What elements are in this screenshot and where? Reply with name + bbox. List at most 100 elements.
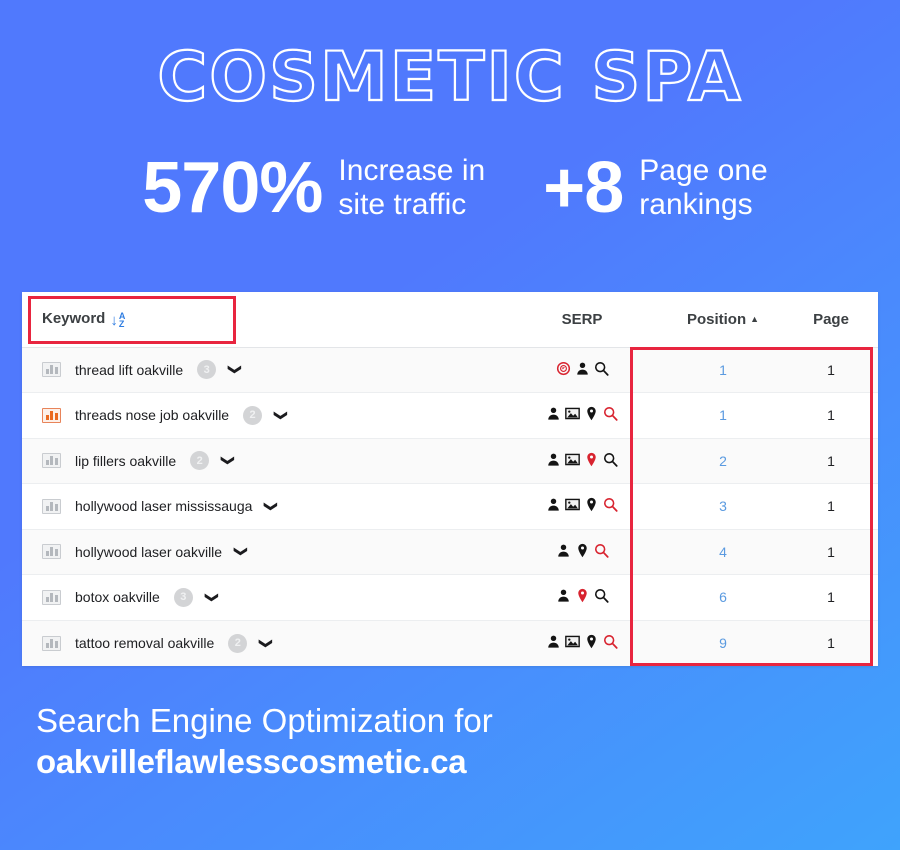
caret-up-icon: ▲	[750, 313, 760, 324]
column-header-page[interactable]: Page	[784, 292, 878, 348]
sort-arrow-down-glyph: ↓	[110, 312, 118, 330]
position-cell[interactable]: 3	[662, 483, 784, 530]
serp-features-cell	[502, 438, 662, 484]
position-cell[interactable]: 4	[662, 529, 784, 575]
chart-icon[interactable]	[42, 407, 61, 423]
serp-features-cell	[502, 620, 662, 666]
keyword-cell-content: tattoo removal oakville 2 ❯	[42, 633, 502, 653]
stat-traffic: 570% Increase in site traffic	[142, 152, 485, 224]
compass-icon[interactable]	[556, 361, 571, 376]
column-header-page-label: Page	[813, 310, 849, 328]
position-cell[interactable]: 6	[662, 574, 784, 621]
keyword-text[interactable]: hollywood laser mississauga	[75, 498, 253, 515]
page-cell: 1	[784, 529, 878, 575]
search-icon[interactable]	[594, 588, 609, 604]
person-icon[interactable]	[546, 406, 561, 421]
table-row[interactable]: hollywood laser oakville ❯ 4 1	[22, 529, 878, 575]
person-icon[interactable]	[546, 452, 561, 467]
person-icon[interactable]	[556, 543, 571, 558]
position-cell[interactable]: 2	[662, 438, 784, 484]
column-header-position[interactable]: Position ▲	[662, 292, 784, 348]
keyword-text[interactable]: thread lift oakville	[75, 361, 184, 378]
table-row[interactable]: hollywood laser mississauga ❯ 3 1	[22, 483, 878, 530]
table-body: thread lift oakville 3 ❯ 1 1 threads nose job…	[22, 347, 878, 666]
table-row[interactable]: thread lift oakville 3 ❯ 1 1	[22, 347, 878, 393]
chart-icon[interactable]	[42, 498, 61, 514]
chart-icon[interactable]	[42, 544, 61, 560]
table-row[interactable]: botox oakville 3 ❯ 6 1	[22, 574, 878, 621]
chevron-down-icon[interactable]: ❯	[204, 591, 220, 603]
keyword-cell: tattoo removal oakville 2 ❯	[22, 620, 502, 666]
search-icon[interactable]	[594, 543, 609, 558]
page-cell: 1	[784, 438, 878, 484]
keyword-cell-content: thread lift oakville 3 ❯	[42, 360, 502, 380]
chart-icon[interactable]	[42, 589, 61, 605]
table-row[interactable]: tattoo removal oakville 2 ❯ 9 1	[22, 620, 878, 666]
map-pin-icon[interactable]	[584, 634, 599, 649]
column-header-keyword[interactable]: Keyword ↓ A Z	[22, 292, 502, 348]
serp-icon-group	[556, 361, 609, 376]
search-icon[interactable]	[603, 452, 618, 467]
position-cell[interactable]: 1	[662, 392, 784, 439]
chevron-down-icon[interactable]: ❯	[221, 455, 237, 467]
table-header: Keyword ↓ A Z SERP Position ▲ Page	[22, 292, 878, 348]
map-pin-icon[interactable]	[584, 452, 599, 467]
table-row[interactable]: threads nose job oakville 2 ❯ 1 1	[22, 392, 878, 439]
search-icon[interactable]	[603, 406, 618, 422]
column-header-serp[interactable]: SERP	[502, 292, 662, 348]
page-cell: 1	[784, 347, 878, 393]
chevron-down-icon[interactable]: ❯	[259, 637, 275, 649]
keyword-text[interactable]: lip fillers oakville	[75, 452, 177, 469]
keyword-rankings-table-card: Keyword ↓ A Z SERP Position ▲ Page thread li…	[22, 292, 878, 666]
keyword-text[interactable]: threads nose job oakville	[75, 407, 230, 424]
stat-traffic-number: 570%	[142, 148, 323, 228]
image-icon[interactable]	[565, 634, 580, 649]
keyword-rankings-table: Keyword ↓ A Z SERP Position ▲ Page thread li…	[22, 292, 878, 666]
search-icon[interactable]	[603, 497, 618, 513]
person-icon[interactable]	[546, 497, 561, 512]
page-cell: 1	[784, 392, 878, 439]
keyword-cell-content: threads nose job oakville 2 ❯	[42, 405, 502, 425]
keyword-text[interactable]: hollywood laser oakville	[75, 543, 223, 560]
column-header-position-label: Position	[686, 310, 747, 328]
keyword-text[interactable]: botox oakville	[75, 589, 160, 606]
keyword-cell-content: hollywood laser oakville ❯	[42, 544, 502, 560]
map-pin-icon[interactable]	[575, 588, 590, 603]
chevron-down-icon[interactable]: ❯	[234, 546, 250, 558]
page-title: COSMETIC SPA	[156, 38, 743, 117]
map-pin-icon[interactable]	[584, 497, 599, 512]
keyword-text[interactable]: tattoo removal oakville	[75, 635, 215, 651]
keyword-count-badge: 2	[243, 405, 263, 425]
chart-icon[interactable]	[42, 635, 61, 651]
image-icon[interactable]	[565, 406, 580, 421]
search-icon[interactable]	[603, 634, 618, 649]
table-row[interactable]: lip fillers oakville 2 ❯ 2 1	[22, 438, 878, 484]
image-icon[interactable]	[565, 452, 580, 467]
serp-features-cell	[502, 574, 662, 621]
map-pin-icon[interactable]	[584, 406, 599, 421]
column-header-serp-label: SERP	[561, 310, 603, 328]
chart-icon[interactable]	[42, 362, 61, 378]
position-cell[interactable]: 1	[662, 347, 784, 393]
keyword-cell-content: lip fillers oakville 2 ❯	[42, 451, 502, 471]
image-icon[interactable]	[565, 497, 580, 512]
sort-alpha-down-icon[interactable]: ↓ A Z	[110, 312, 126, 330]
person-icon[interactable]	[546, 634, 561, 649]
chart-icon[interactable]	[42, 453, 61, 469]
map-pin-icon[interactable]	[575, 543, 590, 558]
position-cell[interactable]: 9	[662, 620, 784, 666]
sort-letter-z: Z	[118, 318, 125, 329]
stat-rankings-number: +8	[543, 148, 624, 228]
chevron-down-icon[interactable]: ❯	[274, 409, 290, 421]
serp-features-cell	[502, 347, 662, 393]
keyword-cell-content: hollywood laser mississauga ❯	[42, 498, 502, 514]
search-icon[interactable]	[594, 361, 609, 376]
person-icon[interactable]	[556, 588, 571, 603]
serp-features-cell	[502, 529, 662, 575]
chevron-down-icon[interactable]: ❯	[264, 500, 280, 512]
keyword-cell: lip fillers oakville 2 ❯	[22, 438, 502, 484]
title-section: COSMETIC SPA	[0, 0, 900, 112]
person-icon[interactable]	[575, 361, 590, 376]
chevron-down-icon[interactable]: ❯	[228, 364, 244, 376]
